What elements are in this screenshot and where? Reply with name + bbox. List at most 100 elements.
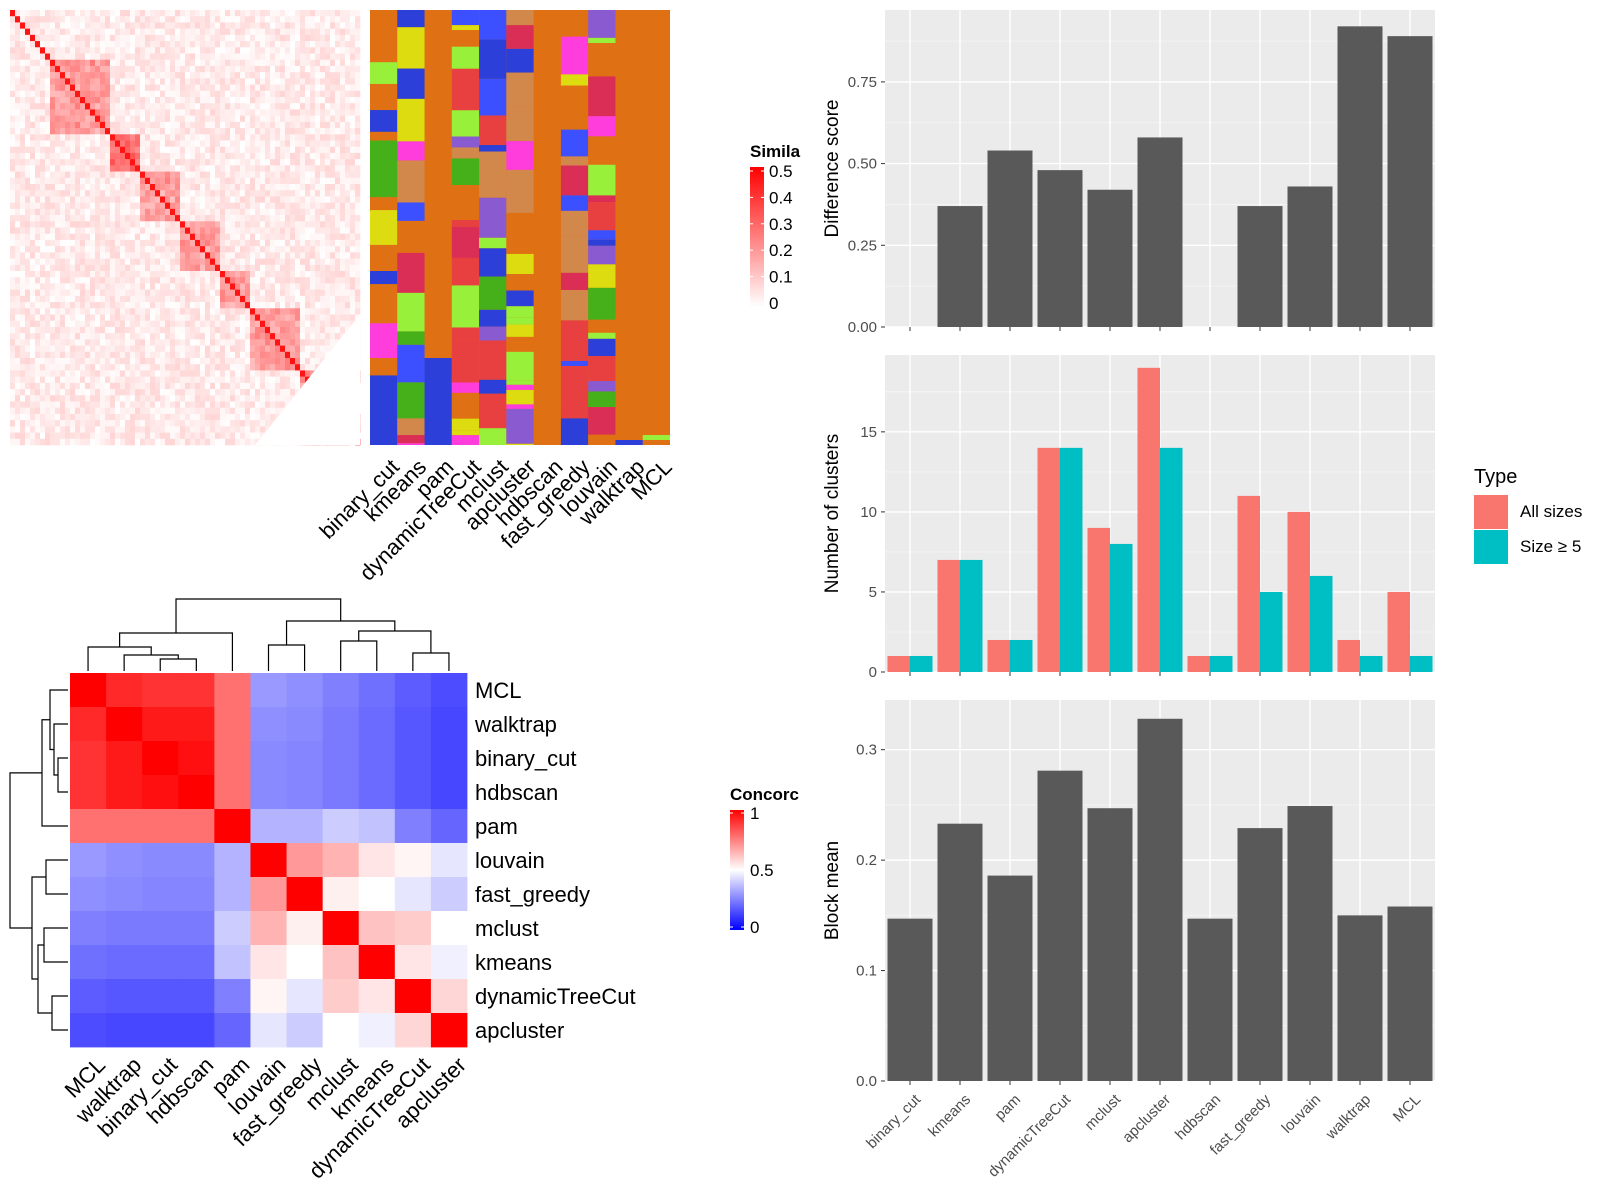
similarity-cell [190,177,196,185]
similarity-cell [260,221,266,228]
similarity-cell [180,134,186,141]
similarity-cell [130,389,136,396]
similarity-cell [205,190,211,197]
similarity-cell [15,190,21,197]
similarity-cell [55,277,61,284]
similarity-cell [310,59,316,67]
similarity-cell [335,146,341,154]
similarity-cell [60,202,66,210]
similarity-cell [25,16,31,23]
similarity-cell [250,438,256,446]
similarity-cell [235,184,241,191]
similarity-cell [160,252,166,259]
similarity-cell [150,41,156,48]
assignment-segment [451,10,480,26]
similarity-cell [140,252,146,259]
similarity-cell [155,140,161,148]
similarity-cell [265,16,271,23]
similarity-cell [280,277,286,284]
similarity-cell [85,283,91,290]
similarity-cell [355,90,361,98]
similarity-cell [180,358,186,365]
similarity-cell [170,109,176,116]
similarity-cell [85,326,91,334]
similarity-cell [305,165,311,172]
similarity-cell [25,84,31,92]
similarity-cell [70,90,76,98]
similarity-cell [125,227,131,235]
similarity-cell [20,159,26,166]
similarity-cell [175,97,181,104]
similarity-cell [65,426,71,433]
similarity-cell [125,16,131,23]
similarity-cell [235,146,241,154]
similarity-cell [195,190,201,197]
similarity-cell [265,90,271,98]
similarity-cell [145,215,151,222]
similarity-cell [25,22,31,29]
similarity-cell [195,413,201,421]
similarity-cell [285,84,291,92]
similarity-cell [215,364,221,371]
similarity-cell [35,115,41,123]
similarity-cell [300,233,306,241]
similarity-cell [60,308,66,315]
similarity-cell [205,351,211,359]
similarity-cell [205,314,211,322]
similarity-cell [195,382,201,390]
similarity-cell [315,239,321,247]
similarity-cell [135,364,141,371]
similarity-cell [120,28,126,36]
similarity-cell [110,345,116,353]
similarity-cell [80,370,86,377]
similarity-cell [340,208,346,216]
similarity-cell [95,351,101,359]
similarity-cell [155,277,161,284]
similarity-cell [135,84,141,92]
similarity-cell [215,140,221,148]
similarity-cell [150,339,156,346]
similarity-cell [220,252,226,259]
similarity-cell [325,72,331,79]
similarity-cell [175,34,181,42]
similarity-cell [200,246,206,253]
similarity-cell [80,208,86,216]
similarity-cell [335,115,341,123]
similarity-cell [200,215,206,222]
similarity-cell [40,215,46,222]
similarity-cell [275,78,281,85]
similarity-cell [280,264,286,272]
similarity-cell [125,252,131,259]
similarity-cell [45,271,51,278]
similarity-cell [190,289,196,297]
similarity-cell [95,382,101,390]
similarity-cell [305,358,311,365]
similarity-cell [175,202,181,210]
similarity-cell [90,345,96,353]
similarity-cell [55,258,61,266]
similarity-cell [255,10,261,17]
similarity-cell [355,134,361,141]
similarity-cell [180,146,186,154]
similarity-cell [95,401,101,409]
similarity-cell [315,351,321,359]
similarity-cell [130,370,136,377]
similarity-cell [145,320,151,328]
similarity-cell [100,47,106,54]
similarity-cell [95,295,101,303]
similarity-cell [190,215,196,222]
similarity-cell [90,184,96,191]
similarity-cell [30,302,36,309]
similarity-cell [45,53,51,61]
similarity-cell [255,202,261,210]
similarity-cell [185,358,191,365]
similarity-cell [15,364,21,371]
similarity-cell [55,97,61,104]
similarity-cell [335,140,341,148]
similarity-cell [100,358,106,365]
similarity-cell [120,438,126,446]
similarity-cell [40,233,46,241]
similarity-cell [140,16,146,23]
similarity-cell [195,438,201,446]
similarity-cell [245,28,251,36]
